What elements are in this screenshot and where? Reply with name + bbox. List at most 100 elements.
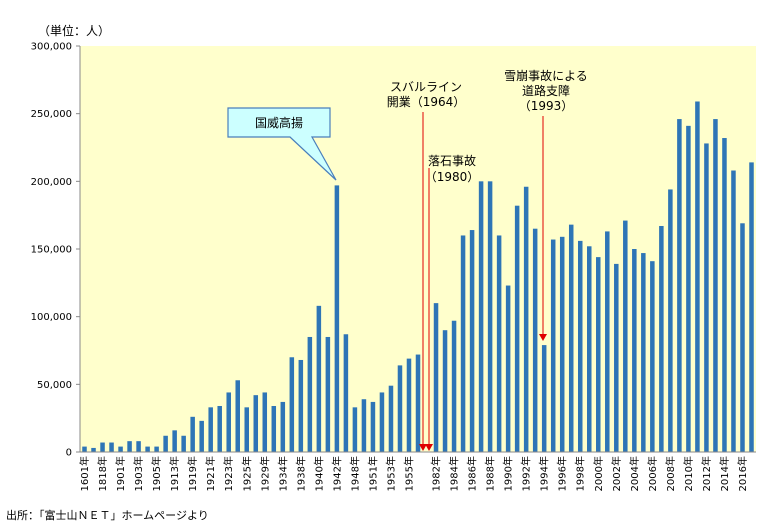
x-tick-label-28: 2000年 <box>592 456 605 491</box>
bar-46 <box>496 235 502 452</box>
annotation-rakuseki-line2: （1980） <box>425 170 480 184</box>
bar-69 <box>704 143 709 452</box>
bar-23 <box>289 357 295 452</box>
bar-29 <box>343 334 349 452</box>
bar-54 <box>568 224 574 452</box>
x-tick-label-4: 1905年 <box>150 456 163 491</box>
annotation-subaru: スバルライン 開業（1964） <box>387 80 466 451</box>
y-tick-label-5: 250,000 <box>31 109 72 120</box>
bar-71 <box>722 138 727 452</box>
x-tick-label-15: 1948年 <box>348 456 361 491</box>
bar-48 <box>514 205 520 452</box>
x-tick-label-10: 1929年 <box>258 456 271 491</box>
x-tick-label-31: 2006年 <box>646 456 659 491</box>
y-axis-ticks: 0 50,000 100,000 150,000 200,000 250,000 300,0… <box>31 42 80 459</box>
bar-34 <box>388 385 394 452</box>
x-tick-label-23: 1990年 <box>502 456 515 491</box>
x-tick-label-24: 1992年 <box>520 456 533 491</box>
x-tick-label-8: 1923年 <box>222 456 235 491</box>
x-tick-label-30: 2004年 <box>628 456 641 491</box>
bar-66 <box>677 119 682 452</box>
bar-74 <box>749 162 754 452</box>
x-tick-label-11: 1934年 <box>276 456 289 491</box>
x-tick-label-7: 1921年 <box>204 456 217 491</box>
x-tick-label-21: 1986年 <box>466 456 479 491</box>
bar-49 <box>523 186 529 452</box>
bar-6 <box>136 441 141 452</box>
bar-43 <box>469 230 475 452</box>
x-tick-label-18: 1955年 <box>402 456 415 491</box>
bar-27 <box>325 336 331 452</box>
bar-62 <box>641 253 646 452</box>
x-tick-label-14: 1942年 <box>330 456 343 491</box>
bar-35 <box>397 365 403 452</box>
x-tick-label-6: 1919年 <box>186 456 199 491</box>
bar-68 <box>695 101 700 453</box>
bar-11 <box>181 435 186 452</box>
bar-17 <box>235 380 240 452</box>
bar-42 <box>460 235 466 452</box>
bar-55 <box>577 240 583 452</box>
bar-14 <box>208 407 213 452</box>
x-tick-label-22: 1988年 <box>484 456 497 491</box>
bar-2 <box>100 442 105 452</box>
bar-28 <box>334 185 340 452</box>
bar-18 <box>244 407 249 452</box>
bar-57 <box>596 257 601 452</box>
annotation-subaru-line2: 開業（1964） <box>387 95 466 109</box>
bar-51 <box>541 345 547 452</box>
bar-73 <box>740 223 745 452</box>
bar-12 <box>190 416 195 452</box>
bar-10 <box>172 430 177 452</box>
x-tick-label-33: 2010年 <box>682 456 695 491</box>
bar-0 <box>82 446 87 452</box>
bar-58 <box>605 231 610 452</box>
x-tick-label-5: 1913年 <box>168 456 181 491</box>
x-tick-label-36: 2016年 <box>736 456 749 491</box>
x-tick-label-2: 1901年 <box>114 456 127 491</box>
bar-19 <box>253 395 259 452</box>
annotation-nadare: 雪崩事故による 道路支障 （1993） <box>504 68 588 341</box>
x-tick-label-29: 2002年 <box>610 456 623 491</box>
y-tick-label-0: 0 <box>66 448 72 459</box>
bar-67 <box>686 125 691 452</box>
x-tick-label-17: 1953年 <box>384 456 397 491</box>
bar-15 <box>217 405 222 452</box>
x-tick-label-3: 1903年 <box>132 456 145 491</box>
x-tick-label-27: 1998年 <box>574 456 587 491</box>
y-tick-label-2: 100,000 <box>31 312 72 323</box>
bar-64 <box>659 225 664 452</box>
bar-63 <box>650 261 655 452</box>
bar-9 <box>163 435 168 452</box>
bar-16 <box>226 392 231 452</box>
bar-25 <box>307 336 313 452</box>
x-tick-label-32: 2008年 <box>664 456 677 491</box>
annotation-nadare-line1: 雪崩事故による <box>504 68 588 83</box>
x-axis-ticks: 1601年 1818年 1901年 1903年 1905年 1913年 1919年 1921年… <box>78 456 749 491</box>
bar-36 <box>406 358 412 452</box>
x-tick-label-13: 1940年 <box>312 456 325 491</box>
bar-24 <box>298 359 304 452</box>
annotation-rakuseki: 落石事故 （1980） <box>425 153 480 451</box>
bar-7 <box>145 446 150 452</box>
bar-50 <box>532 228 538 452</box>
x-tick-label-0: 1601年 <box>78 456 91 491</box>
x-tick-label-26: 1996年 <box>556 456 569 491</box>
bar-8 <box>154 446 159 452</box>
bar-33 <box>379 392 385 452</box>
bar-20 <box>262 392 268 452</box>
bar-37 <box>415 354 421 452</box>
bar-39 <box>433 303 439 452</box>
unit-label: （単位：人） <box>38 24 111 38</box>
bar-41 <box>451 320 457 452</box>
bar-13 <box>199 420 204 452</box>
bar-26 <box>316 305 322 452</box>
bar-72 <box>731 170 736 452</box>
bar-1 <box>91 447 96 452</box>
bar-22 <box>280 401 286 452</box>
bar-65 <box>668 189 673 452</box>
y-tick-label-3: 150,000 <box>31 245 72 256</box>
bar-60 <box>623 220 628 452</box>
x-tick-label-35: 2014年 <box>718 456 731 491</box>
